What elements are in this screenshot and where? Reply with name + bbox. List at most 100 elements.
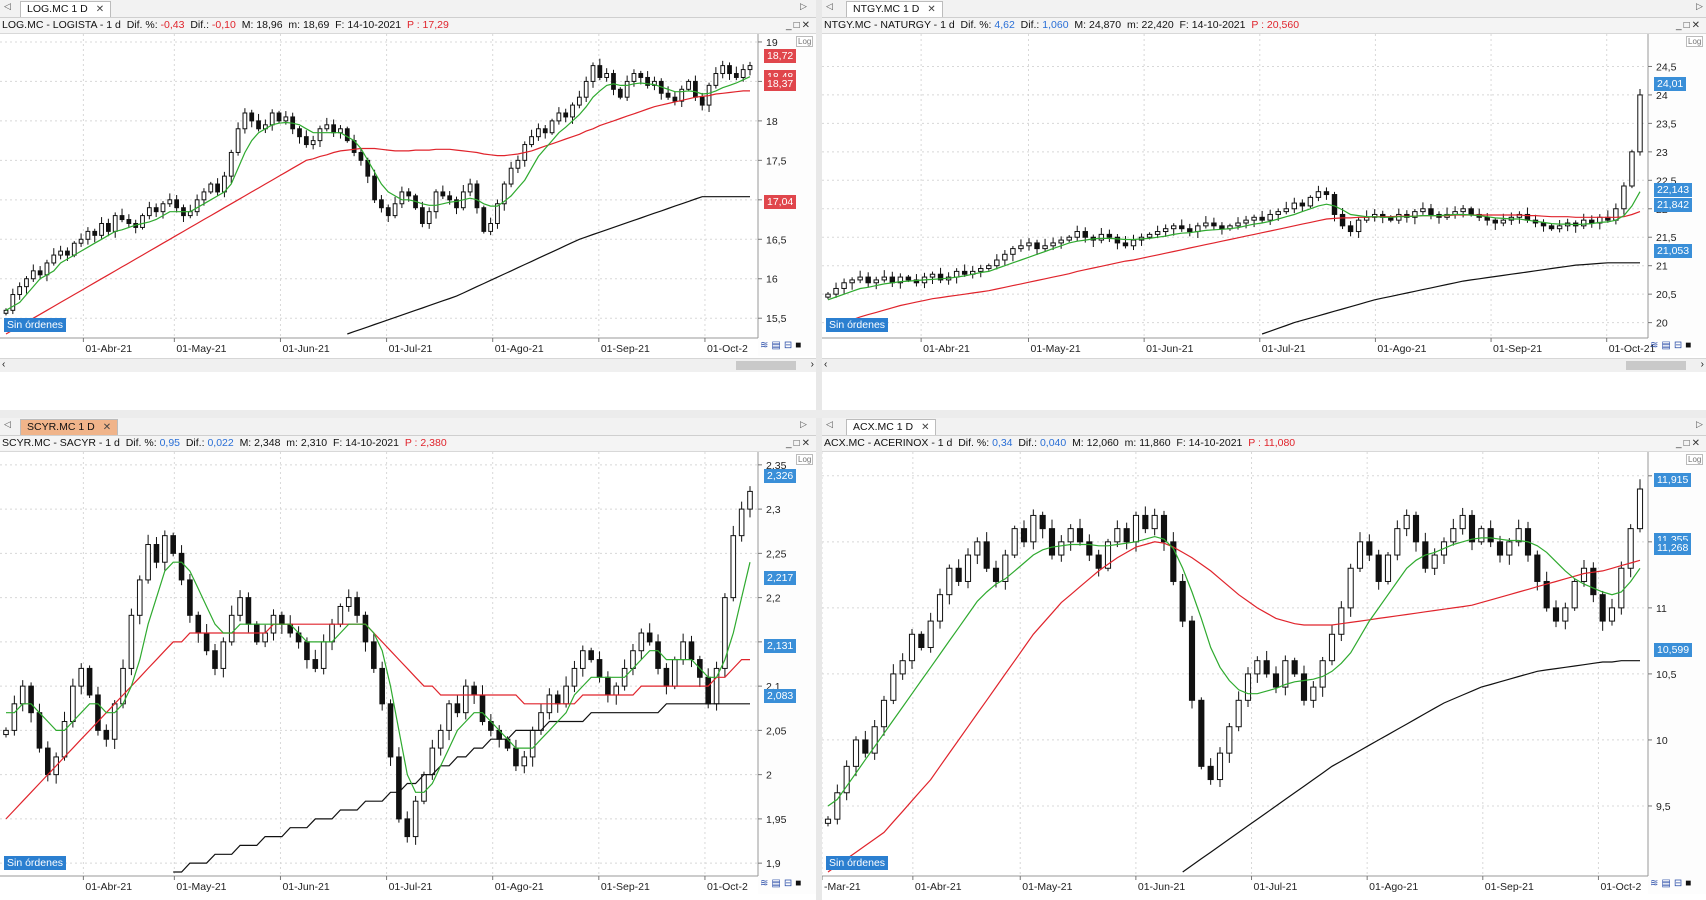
price-chart-svg: 2,352,32,252,22,152,12,0521,951,901-Abr-… xyxy=(0,452,816,894)
candle-body xyxy=(890,673,897,701)
tab-scroll-left-icon[interactable]: ◁ xyxy=(4,419,11,429)
quote-info-bar: ACX.MC - ACERINOX - 1 d Dif. %: 0,34 Dif… xyxy=(822,436,1706,452)
save-icon[interactable]: ▤ xyxy=(771,340,784,351)
log-scale-button[interactable]: Log xyxy=(796,454,814,465)
save-icon[interactable]: ▤ xyxy=(771,878,784,889)
candle-body xyxy=(1034,242,1040,250)
tab-scroll-left-icon[interactable]: ◁ xyxy=(4,1,11,11)
minimize-icon[interactable]: _ xyxy=(1676,20,1684,31)
candle-body xyxy=(1282,660,1289,688)
fill-square-icon[interactable]: ■ xyxy=(795,340,805,351)
maximize-icon[interactable]: □ xyxy=(793,438,802,449)
minimize-icon[interactable]: _ xyxy=(786,438,794,449)
settings-icon[interactable]: ⊟ xyxy=(783,878,796,889)
scrollbar-thumb[interactable] xyxy=(736,361,796,370)
candle-body xyxy=(215,183,220,193)
chart-area[interactable]: 1211,51110,5109,5-Mar-2101-Abr-2101-May-… xyxy=(822,452,1706,898)
settings-icon[interactable]: ⊟ xyxy=(1673,878,1686,889)
candle-body xyxy=(303,136,309,146)
maximize-icon[interactable]: □ xyxy=(793,20,802,31)
fill-square-icon[interactable]: ■ xyxy=(795,878,805,889)
candle-body xyxy=(1098,233,1105,241)
candle-body xyxy=(880,699,888,728)
save-icon[interactable]: ▤ xyxy=(1661,878,1674,889)
candle-body xyxy=(1629,151,1635,187)
min-label: m: xyxy=(1124,437,1137,449)
close-icon[interactable]: ✕ xyxy=(801,438,812,449)
fill-square-icon[interactable]: ■ xyxy=(1685,878,1695,889)
tab-scroll-right-icon[interactable]: ▷ xyxy=(800,419,807,429)
zoom-icon[interactable]: ≋ xyxy=(760,878,772,889)
log-scale-button[interactable]: Log xyxy=(796,36,814,47)
zoom-icon[interactable]: ≋ xyxy=(1650,878,1662,889)
chart-area[interactable]: 2,352,32,252,22,152,12,0521,951,901-Abr-… xyxy=(0,452,816,898)
chart-tab[interactable]: ACX.MC 1 D ✕ xyxy=(846,419,937,435)
scroll-right-icon[interactable]: › xyxy=(810,359,814,370)
tab-scroll-left-icon[interactable]: ◁ xyxy=(826,419,833,429)
chart-area[interactable]: 1918,51817,51716,51615,501-Abr-2101-May-… xyxy=(0,34,816,374)
close-icon[interactable]: ✕ xyxy=(801,20,812,31)
candle-body xyxy=(412,800,419,838)
scrollbar-thumb[interactable] xyxy=(1626,361,1686,370)
chart-toolbar: ≋▤⊟■ xyxy=(1650,340,1694,354)
zoom-icon[interactable]: ≋ xyxy=(1650,340,1662,351)
tab-scroll-right-icon[interactable]: ▷ xyxy=(1696,419,1703,429)
tab-scroll-left-icon[interactable]: ◁ xyxy=(826,1,833,11)
chart-area[interactable]: 24,52423,52322,52221,52120,52001-Abr-210… xyxy=(822,34,1706,374)
close-icon[interactable]: ✕ xyxy=(1691,438,1702,449)
x-tick-label: 01-Jul-21 xyxy=(1262,343,1306,355)
candle-body xyxy=(1548,225,1555,230)
vertical-splitter[interactable] xyxy=(816,0,822,900)
tab-close-icon[interactable]: ✕ xyxy=(927,4,936,15)
window-controls: _□✕ xyxy=(1676,18,1702,33)
close-icon[interactable]: ✕ xyxy=(1691,20,1702,31)
candle-body xyxy=(730,535,737,599)
candle-body xyxy=(1067,528,1074,543)
scroll-right-icon[interactable]: › xyxy=(1700,359,1704,370)
settings-icon[interactable]: ⊟ xyxy=(1673,340,1686,351)
candle-body xyxy=(671,659,678,687)
log-scale-button[interactable]: Log xyxy=(1686,454,1704,465)
tab-scroll-right-icon[interactable]: ▷ xyxy=(1696,1,1703,11)
candle-body xyxy=(1203,222,1209,227)
maximize-icon[interactable]: □ xyxy=(1683,20,1692,31)
fill-square-icon[interactable]: ■ xyxy=(1685,340,1695,351)
candle-body xyxy=(1151,514,1158,530)
scroll-left-icon[interactable]: ‹ xyxy=(824,359,828,370)
min-value: 11,860 xyxy=(1139,437,1171,449)
x-tick-label: 01-Ago-21 xyxy=(1369,881,1418,893)
candle-body xyxy=(61,721,68,758)
candle-body xyxy=(1540,222,1547,227)
candle-body xyxy=(1613,208,1619,221)
maximize-icon[interactable]: □ xyxy=(1683,438,1692,449)
save-icon[interactable]: ▤ xyxy=(1661,340,1674,351)
horizontal-scrollbar[interactable]: ‹ › xyxy=(822,358,1706,372)
moving-average-short-line xyxy=(827,535,1641,807)
scroll-left-icon[interactable]: ‹ xyxy=(2,359,6,370)
candle-body xyxy=(1339,213,1346,227)
candle-body xyxy=(918,633,925,648)
zoom-icon[interactable]: ≋ xyxy=(760,340,772,351)
chart-tab[interactable]: SCYR.MC 1 D ✕ xyxy=(20,419,119,435)
horizontal-scrollbar[interactable]: ‹ › xyxy=(0,358,816,372)
x-tick-label: 01-Jul-21 xyxy=(389,881,433,893)
dif-pct-label: Dif. %: xyxy=(960,19,992,31)
minimize-icon[interactable]: _ xyxy=(786,20,794,31)
candle-body xyxy=(24,278,29,288)
tab-scroll-right-icon[interactable]: ▷ xyxy=(800,1,807,11)
candle-body xyxy=(51,254,57,264)
quote-info-bar: NTGY.MC - NATURGY - 1 d Dif. %: 4,62 Dif… xyxy=(822,18,1706,34)
settings-icon[interactable]: ⊟ xyxy=(783,340,796,351)
candle-body xyxy=(78,238,84,244)
log-scale-button[interactable]: Log xyxy=(1686,36,1704,47)
candle-body xyxy=(645,76,650,86)
minimize-icon[interactable]: _ xyxy=(1676,438,1684,449)
tab-close-icon[interactable]: ✕ xyxy=(102,422,112,433)
chart-tab[interactable]: NTGY.MC 1 D ✕ xyxy=(846,1,943,17)
chart-tab[interactable]: LOG.MC 1 D ✕ xyxy=(20,1,112,17)
y-tick-label: 2,35 xyxy=(766,460,787,472)
tab-close-icon[interactable]: ✕ xyxy=(95,4,105,15)
horizontal-splitter[interactable] xyxy=(0,410,1706,418)
candle-body xyxy=(1235,699,1242,728)
tab-close-icon[interactable]: ✕ xyxy=(921,422,930,433)
